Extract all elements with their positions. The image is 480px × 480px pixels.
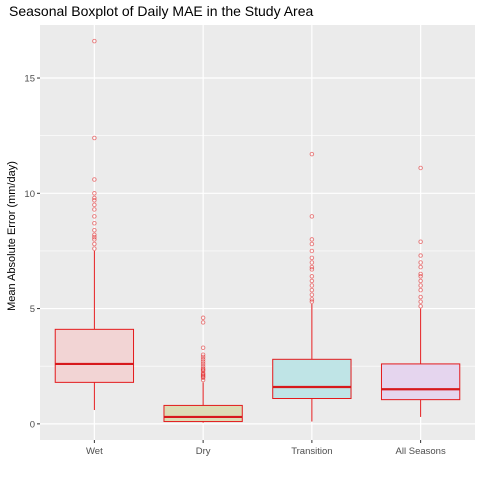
x-tick-label: All Seasons (396, 446, 446, 457)
box-iqr (164, 405, 242, 421)
y-tick-label: 10 (24, 189, 35, 200)
x-tick-label: Wet (86, 446, 103, 457)
y-axis-title: Mean Absolute Error (mm/day) (6, 161, 18, 311)
box-iqr (55, 329, 133, 382)
y-tick-label: 15 (24, 74, 35, 85)
box-iqr (381, 364, 459, 400)
y-tick-label: 0 (30, 419, 35, 430)
y-axis-ticks: 0 5 10 15 (24, 74, 40, 431)
box-iqr (273, 359, 351, 398)
x-tick-label: Transition (291, 446, 332, 457)
x-tick-label: Dry (196, 446, 211, 457)
y-tick-label: 5 (30, 304, 35, 315)
x-axis-ticks: Wet Dry Transition All Seasons (86, 440, 446, 457)
